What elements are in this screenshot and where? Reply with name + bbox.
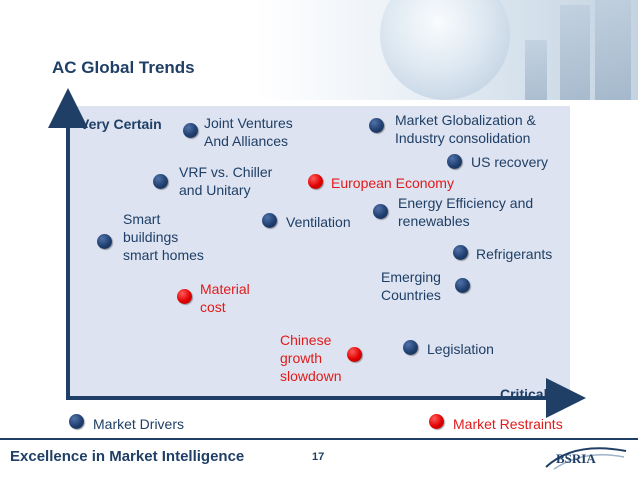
trend-label: Material cost [200,281,250,315]
trend-label: Ventilation [286,214,351,230]
trend-dot [347,347,362,362]
slide-title: AC Global Trends [52,58,195,77]
header-banner [0,0,638,100]
page-number: 17 [312,451,325,463]
trend-dot [369,118,384,133]
trend-dot [262,213,277,228]
trend-label: Chinese growth slowdown [280,332,342,384]
trend-dot [455,278,470,293]
trend-label: VRF vs. Chiller and Unitary [179,164,273,198]
footer-divider [0,438,638,440]
trend-dot [183,123,198,138]
trend-dot [373,204,388,219]
trend-dot [97,234,112,249]
globe-graphic [380,0,510,100]
trend-label: Refrigerants [476,246,553,262]
trend-label: European Economy [331,175,454,191]
trend-dot [403,340,418,355]
trend-label: Joint Ventures And Alliances [204,115,293,149]
legend-restraint-dot [429,414,444,429]
trend-label: Legislation [427,341,494,357]
footer-tagline: Excellence in Market Intelligence [10,448,245,465]
trend-label: Smart buildings smart homes [123,211,204,263]
logo-text: BSRIA [556,451,596,466]
trend-map-area [68,106,570,396]
trend-dot [308,174,323,189]
building-graphic [560,5,590,100]
trend-label: Market Globalization & Industry consolid… [395,112,536,146]
trend-label: Emerging Countries [381,269,441,303]
trend-dot [447,154,462,169]
legend-restraint-label: Market Restraints [453,416,563,432]
x-axis-label: Critical [500,386,548,402]
legend-driver-label: Market Drivers [93,416,185,432]
building-graphic [595,0,631,100]
legend-driver-dot [69,414,84,429]
bsria-logo: BSRIA [545,447,627,470]
trend-dot [453,245,468,260]
trend-label: US recovery [471,154,549,170]
trend-label: Energy Efficiency and renewables [398,195,534,229]
y-axis-label: Very Certain [80,116,162,132]
trend-dot [153,174,168,189]
trend-dot [177,289,192,304]
building-graphic [525,40,547,100]
